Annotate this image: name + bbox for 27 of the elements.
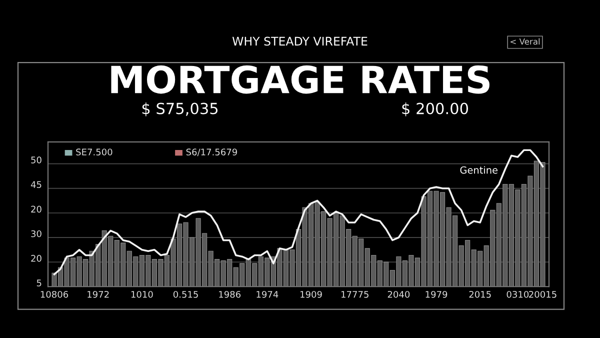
x-tick-label: 2040 bbox=[388, 290, 410, 298]
text: < Veral bbox=[510, 38, 540, 45]
x-tick-label: 1974 bbox=[256, 290, 278, 298]
text: 20 bbox=[31, 254, 42, 262]
text: 45 bbox=[30, 181, 42, 188]
x-tick-label: 1909 bbox=[300, 290, 322, 298]
x-tick-label: 1986 bbox=[219, 290, 241, 298]
text: 5 bbox=[36, 280, 42, 286]
annotation: S6/17.5679 bbox=[186, 148, 237, 156]
x-tick-label: 0.515 bbox=[173, 290, 198, 298]
text: $ S75,035 bbox=[142, 102, 218, 116]
text: $ 200.00 bbox=[402, 102, 468, 116]
x-tick-label: 1972 bbox=[88, 290, 109, 298]
text: 30 bbox=[31, 230, 42, 238]
x-tick-label: 1010 bbox=[131, 290, 153, 298]
annotation: SE7.500 bbox=[76, 148, 112, 156]
text: 50 bbox=[31, 156, 42, 164]
x-tick-label: 10806 bbox=[40, 290, 68, 298]
annotation: Gentine bbox=[460, 166, 498, 174]
x-tick-label: 0310 bbox=[506, 290, 529, 298]
x-tick-label: 20015 bbox=[529, 290, 556, 298]
x-tick-label: 1979 bbox=[426, 290, 448, 298]
chart-subtitle: WHY STEADY VIREFATE bbox=[232, 36, 368, 46]
text: 20 bbox=[31, 206, 42, 213]
x-tick-label: 2015 bbox=[469, 290, 491, 298]
x-tick-label: 17775 bbox=[341, 291, 368, 298]
chart-title: MORTGAGE RATES bbox=[111, 65, 490, 94]
